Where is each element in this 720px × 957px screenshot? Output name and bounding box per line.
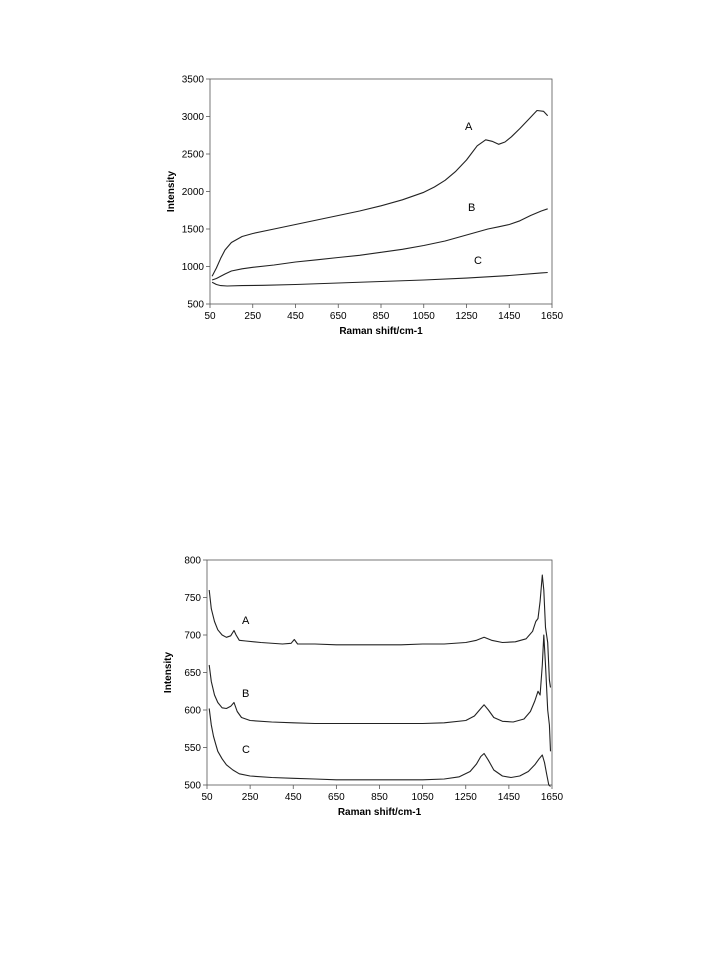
plot-frame xyxy=(206,559,553,786)
x-tick-label: 1250 xyxy=(455,792,478,803)
x-tick-label: 1650 xyxy=(541,792,564,803)
series-line-a xyxy=(208,574,552,688)
x-tick-label: 1250 xyxy=(455,311,478,322)
y-tick-label: 650 xyxy=(184,668,201,679)
series-label-a: A xyxy=(465,121,473,133)
x-tick-label: 650 xyxy=(328,792,345,803)
series-label-b: B xyxy=(242,688,249,700)
x-tick-label: 1450 xyxy=(498,311,521,322)
y-tick-label: 3000 xyxy=(182,112,205,123)
y-tick-label: 1500 xyxy=(182,225,205,236)
y-tick-label: 2500 xyxy=(182,150,205,161)
series-line-c xyxy=(211,271,548,287)
x-tick-label: 850 xyxy=(371,792,388,803)
y-tick-label: 2000 xyxy=(182,187,205,198)
y-tick-label: 550 xyxy=(184,743,201,754)
y-tick-label: 750 xyxy=(184,593,201,604)
y-tick-label: 800 xyxy=(184,556,201,567)
series-line-b xyxy=(211,208,548,281)
y-tick-label: 600 xyxy=(184,706,201,717)
chart-top: 500 1000 1500 2000 2500 3000 3500 50 250 450 650 85… xyxy=(166,75,564,338)
series-line-b xyxy=(208,634,552,752)
series-line-a xyxy=(211,109,549,277)
x-tick-label: 650 xyxy=(330,311,347,322)
series-label-c: C xyxy=(242,744,250,756)
series-label-c: C xyxy=(474,255,482,267)
x-tick-label: 450 xyxy=(287,311,304,322)
y-axis-title: Intensity xyxy=(166,171,177,213)
series-line-c xyxy=(208,708,551,787)
x-tick-label: 1450 xyxy=(498,792,521,803)
x-tick-label: 50 xyxy=(201,792,213,803)
y-tick-label: 3500 xyxy=(182,75,205,86)
series-label-b: B xyxy=(468,202,475,214)
plot-frame xyxy=(209,78,553,305)
y-tick-label: 1000 xyxy=(182,262,205,273)
x-axis-title: Raman shift/cm-1 xyxy=(338,807,422,818)
x-tick-label: 850 xyxy=(373,311,390,322)
y-tick-label: 500 xyxy=(187,300,204,311)
x-tick-label: 250 xyxy=(244,311,261,322)
x-tick-label: 1050 xyxy=(412,792,435,803)
x-axis-title: Raman shift/cm-1 xyxy=(339,326,423,337)
y-axis-title: Intensity xyxy=(163,652,174,694)
x-tick-label: 50 xyxy=(204,311,216,322)
x-tick-label: 1650 xyxy=(541,311,564,322)
x-tick-label: 250 xyxy=(242,792,259,803)
chart-bottom: 500 550 600 650 700 750 800 50 250 450 650 850 1050 1… xyxy=(163,556,564,819)
x-tick-label: 1050 xyxy=(413,311,436,322)
x-tick-label: 450 xyxy=(285,792,302,803)
y-tick-label: 700 xyxy=(184,631,201,642)
series-label-a: A xyxy=(242,615,250,627)
y-tick-label: 500 xyxy=(184,781,201,792)
